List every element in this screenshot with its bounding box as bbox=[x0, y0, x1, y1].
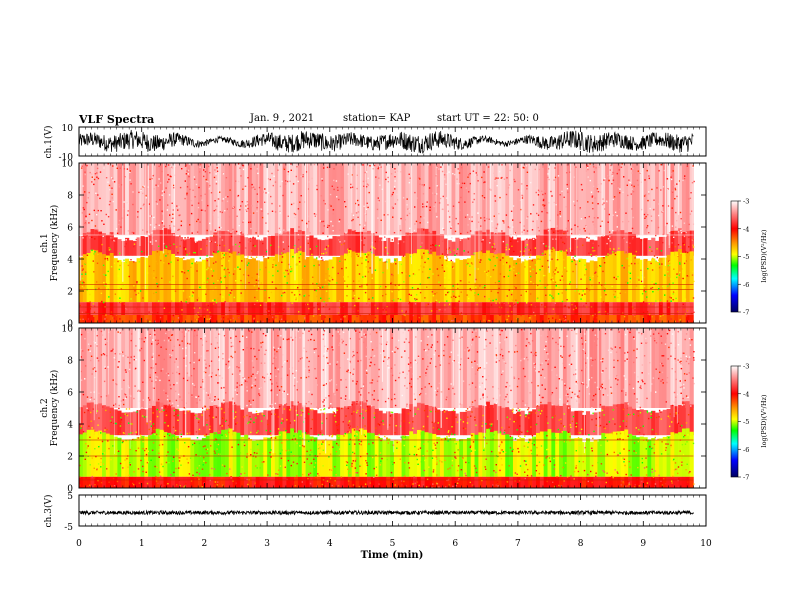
colorbar-tick-label: -6 bbox=[743, 446, 749, 454]
colorbar-tick-label: -4 bbox=[743, 225, 749, 233]
ch2-spectrogram-image bbox=[79, 328, 706, 488]
ch2-spec-ytick-label: 2 bbox=[67, 453, 73, 463]
colorbar-tick-label: -7 bbox=[743, 309, 749, 317]
x-tick-label: 7 bbox=[515, 539, 521, 549]
ch3-wave-ytick-bottom: -5 bbox=[64, 523, 73, 533]
chart-title: VLF Spectra bbox=[79, 113, 155, 126]
x-tick-label: 1 bbox=[139, 539, 145, 549]
ch1-spec-ytick-label: 2 bbox=[67, 288, 73, 298]
ch3-waveform-line bbox=[79, 509, 694, 516]
colorbar-tick-label: -5 bbox=[743, 418, 749, 426]
ch1-wave-ytick-top: 10 bbox=[62, 124, 74, 134]
colorbar-tick-label: -5 bbox=[743, 253, 749, 261]
ch2-spec-ylabel-top: ch.2 bbox=[40, 398, 50, 417]
ch2-colorbar-label: log(PSD)(V²/Hz) bbox=[760, 394, 768, 447]
ch2-spec-ytick-label: 8 bbox=[67, 357, 73, 367]
ch1-waveform-trace bbox=[79, 129, 694, 154]
date-label: Jan. 9 , 2021 bbox=[250, 113, 315, 124]
ch3-wave-ytick-top: 5 bbox=[67, 492, 73, 502]
colorbar-tick-label: -3 bbox=[743, 363, 749, 371]
x-tick-label: 10 bbox=[700, 539, 712, 549]
ch2-spectrogram-panel: 0 2 4 6 8 10 ch.2 Frequency (kHz) bbox=[40, 325, 707, 495]
station-label: station= KAP bbox=[343, 113, 411, 124]
ch1-waveform-panel: 10 -10 ch.1(V) bbox=[43, 124, 707, 163]
x-axis-label: Time (min) bbox=[361, 550, 424, 561]
ch2-spec-ylabel-bottom: Frequency (kHz) bbox=[49, 370, 60, 447]
ch2-spec-ytick-label: 0 bbox=[67, 485, 73, 495]
colorbar-tick-label: -7 bbox=[743, 474, 749, 482]
x-tick-label: 5 bbox=[390, 539, 396, 549]
ch1-spec-ytick-label: 0 bbox=[67, 320, 73, 330]
ch2-spec-ytick-label: 10 bbox=[62, 325, 74, 335]
ch1-spec-ytick-label: 4 bbox=[67, 256, 73, 266]
x-tick-label: 9 bbox=[640, 539, 646, 549]
ch1-colorbar-label: log(PSD)(V²/Hz) bbox=[760, 229, 768, 282]
ch3-waveform-panel: 5 -5 ch.3(V) bbox=[43, 492, 707, 533]
ch1-spec-ylabel-bottom: Frequency (kHz) bbox=[49, 205, 60, 282]
ch1-spec-ytick-label: 8 bbox=[67, 192, 73, 202]
ch1-spec-ytick-label: 6 bbox=[67, 224, 73, 234]
start-time-label: start UT = 22: 50: 0 bbox=[437, 113, 539, 124]
x-tick-label: 8 bbox=[578, 539, 584, 549]
x-tick-label: 3 bbox=[264, 539, 270, 549]
ch2-spec-ytick-label: 4 bbox=[67, 421, 73, 431]
x-axis: 0 1 2 3 4 5 6 7 8 9 10 bbox=[76, 127, 712, 549]
x-tick-label: 2 bbox=[202, 539, 208, 549]
colorbar-tick-label: -6 bbox=[743, 281, 749, 289]
ch1-spec-ylabel-top: ch.1 bbox=[40, 233, 50, 252]
ch1-wave-ylabel: ch.1(V) bbox=[43, 126, 54, 159]
colorbar-tick-label: -3 bbox=[743, 198, 749, 206]
colorbar-tick-label: -4 bbox=[743, 390, 749, 398]
x-tick-label: 4 bbox=[327, 539, 333, 549]
ch1-spectrogram-image bbox=[79, 163, 706, 323]
ch2-spec-ytick-label: 6 bbox=[67, 389, 73, 399]
ch1-colorbar: -3 -4 -5 -6 -7 log(PSD)(V²/Hz) bbox=[730, 198, 768, 317]
x-tick-label: 6 bbox=[452, 539, 458, 549]
ch1-wave-ytick-bottom: -10 bbox=[59, 153, 74, 163]
ch3-waveform-trace bbox=[79, 509, 694, 516]
x-tick-label: 0 bbox=[76, 539, 82, 549]
ch1-waveform-line bbox=[79, 129, 694, 154]
ch2-colorbar: -3 -4 -5 -6 -7 log(PSD)(V²/Hz) bbox=[730, 363, 768, 482]
ch1-spec-ytick-label: 10 bbox=[62, 160, 74, 170]
ch3-wave-ylabel: ch.3(V) bbox=[43, 495, 54, 528]
ch1-spectrogram-panel: 0 2 4 6 8 10 ch.1 Frequency (kHz) bbox=[40, 160, 707, 330]
